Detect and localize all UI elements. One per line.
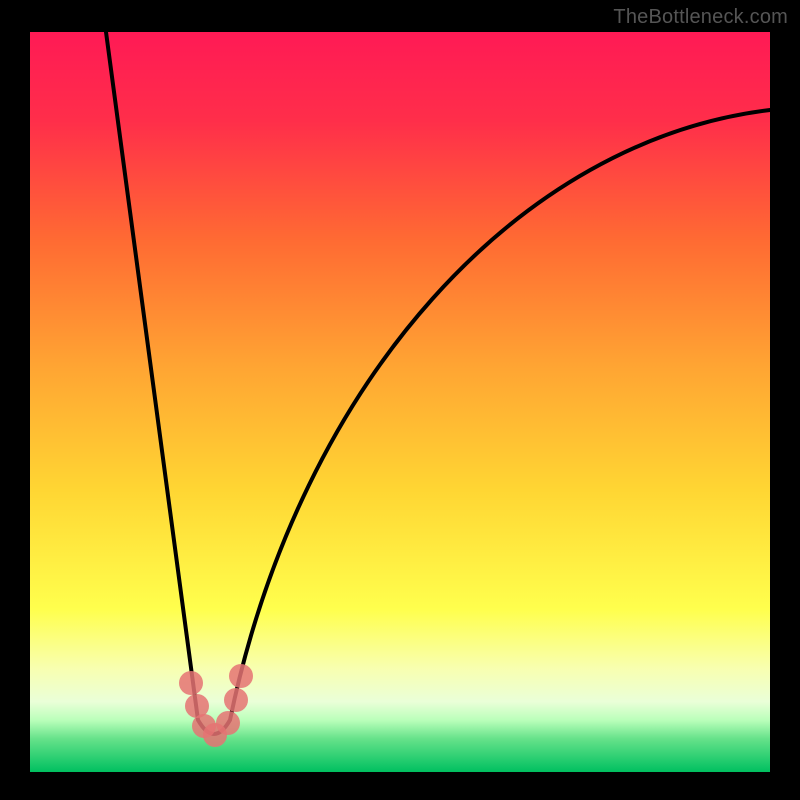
chart-svg — [0, 0, 800, 800]
marker-point — [179, 671, 203, 695]
gradient-background — [30, 32, 770, 772]
chart-stage: TheBottleneck.com — [0, 0, 800, 800]
marker-point — [224, 688, 248, 712]
watermark-text: TheBottleneck.com — [613, 6, 788, 29]
marker-point — [229, 664, 253, 688]
marker-point — [216, 711, 240, 735]
